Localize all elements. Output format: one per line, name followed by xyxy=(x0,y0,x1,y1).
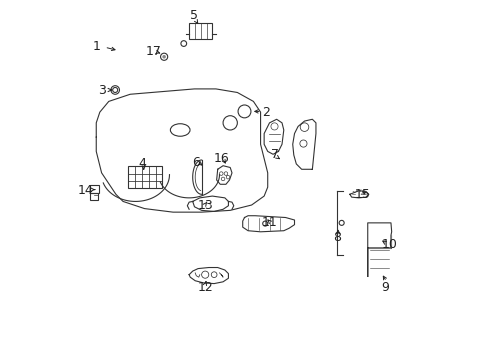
Text: 9: 9 xyxy=(381,281,389,294)
Text: 7: 7 xyxy=(270,148,278,162)
Bar xyxy=(90,185,99,193)
Circle shape xyxy=(162,55,165,59)
Text: 3: 3 xyxy=(98,84,105,97)
Text: 2: 2 xyxy=(262,105,269,119)
Text: 8: 8 xyxy=(333,231,341,244)
Text: 16: 16 xyxy=(213,152,229,165)
Bar xyxy=(90,193,98,200)
Text: 5: 5 xyxy=(190,9,198,22)
Bar xyxy=(189,23,212,39)
Text: 4: 4 xyxy=(139,157,146,170)
Text: 15: 15 xyxy=(354,188,369,201)
Text: 17: 17 xyxy=(145,45,161,58)
Text: 1: 1 xyxy=(92,40,100,53)
Text: 13: 13 xyxy=(197,198,213,212)
Text: 10: 10 xyxy=(381,238,396,251)
Bar xyxy=(367,235,390,248)
Text: 11: 11 xyxy=(261,216,277,229)
Bar xyxy=(128,166,162,188)
Text: 12: 12 xyxy=(197,281,213,294)
Text: 6: 6 xyxy=(192,156,200,168)
Polygon shape xyxy=(367,223,391,276)
Text: 14: 14 xyxy=(78,184,93,197)
